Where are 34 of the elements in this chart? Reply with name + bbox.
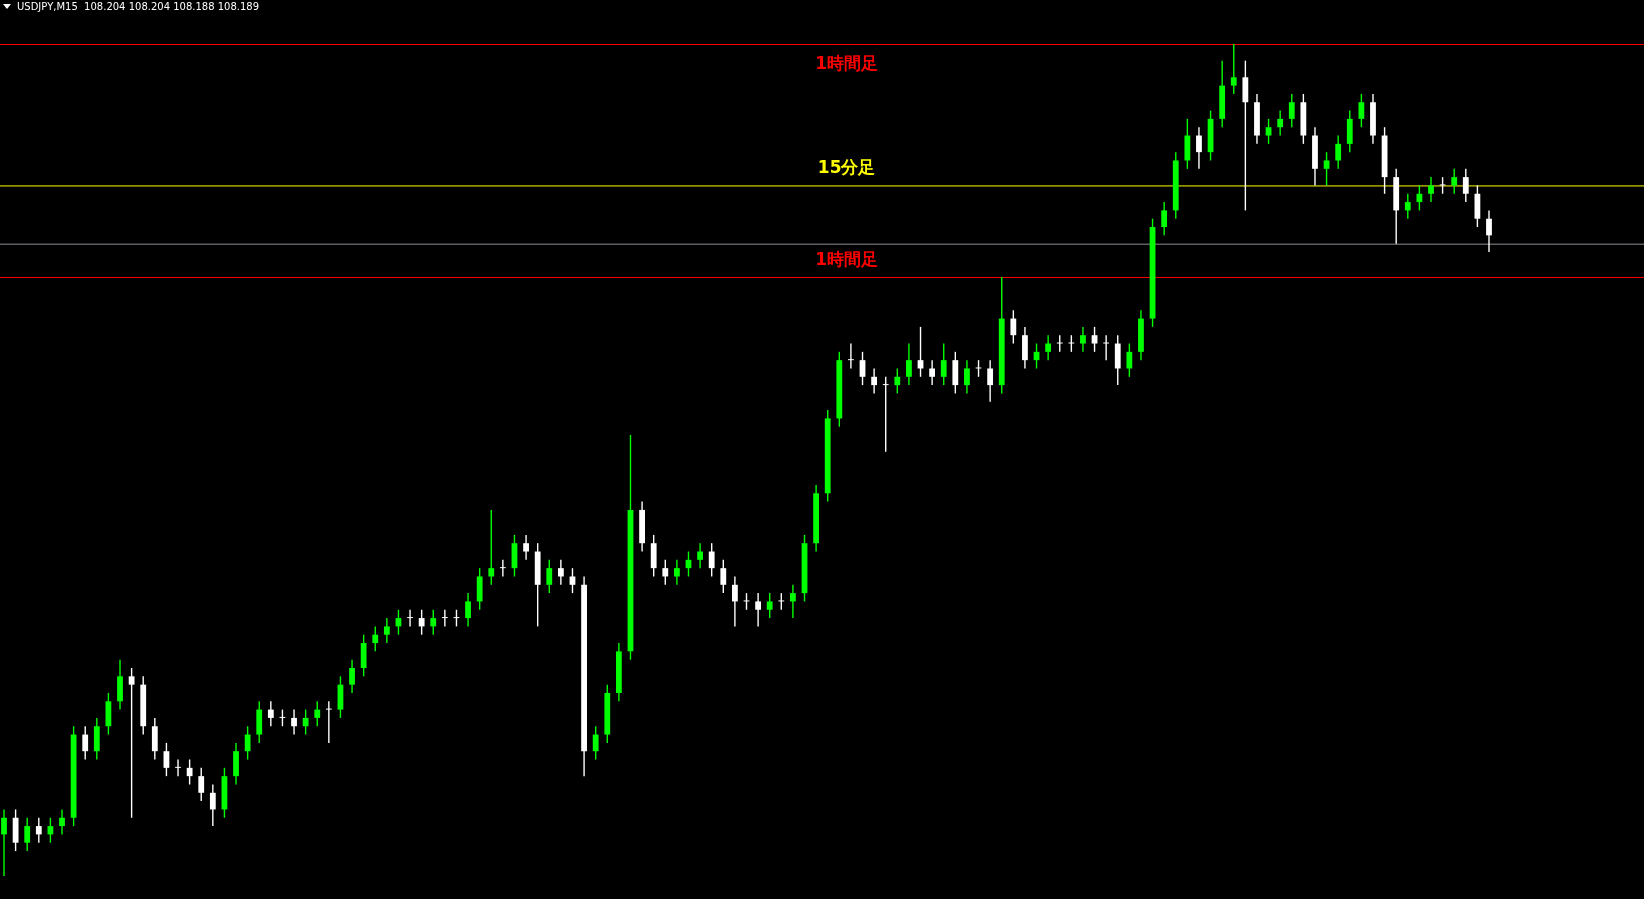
candlestick	[557, 559, 564, 585]
candlestick	[267, 701, 274, 727]
candlestick	[59, 809, 65, 835]
candlestick	[175, 759, 181, 777]
candlestick	[929, 360, 936, 386]
candlestick	[1277, 110, 1284, 136]
candlestick	[523, 534, 529, 560]
candlestick	[673, 559, 680, 585]
candlestick	[407, 609, 413, 627]
chart-title: USDJPY,M15 108.204 108.204 108.188 108.189	[17, 0, 260, 13]
candlestick	[697, 543, 703, 569]
candlestick	[383, 618, 390, 644]
ref-line-label: 1時間足	[815, 248, 879, 269]
candlestick	[732, 576, 738, 627]
candlestick	[1486, 210, 1492, 252]
candlestick	[209, 784, 216, 827]
candlestick	[325, 701, 332, 743]
candlestick	[1045, 335, 1052, 361]
ref-line-label: 1時間足	[815, 52, 879, 73]
candlestick	[848, 343, 854, 369]
candlestick	[1196, 127, 1202, 169]
candlestick	[1428, 177, 1434, 203]
candlestick	[1451, 168, 1458, 194]
candlestick	[755, 593, 761, 627]
candlestick	[499, 559, 506, 577]
candlestick	[291, 709, 297, 735]
candlestick	[1, 809, 7, 876]
candlestick	[35, 817, 42, 843]
candlestick	[1080, 326, 1086, 352]
ref-line-label: 15分足	[817, 157, 876, 178]
candlestick	[871, 368, 878, 394]
candlestick	[441, 609, 448, 627]
candlestick	[790, 584, 796, 619]
candlestick	[1103, 335, 1110, 361]
